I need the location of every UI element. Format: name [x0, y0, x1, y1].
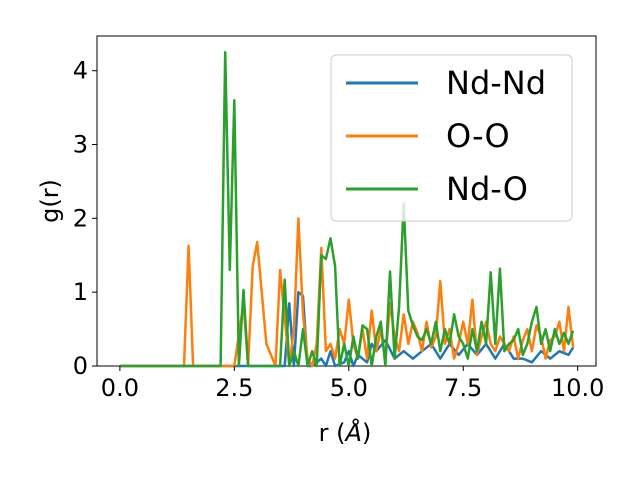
series-line-2 — [119, 217, 575, 368]
series-layer — [119, 50, 575, 368]
series-line-3 — [119, 50, 575, 368]
x-tick-label: 10.0 — [551, 374, 604, 402]
x-axis-label-unit: Å — [344, 418, 362, 447]
y-tick-label: 0 — [73, 352, 88, 380]
legend-label: Nd-Nd — [446, 64, 546, 102]
y-axis-ticks: 0 1 2 3 4 — [73, 57, 97, 380]
legend: Nd-Nd O-O Nd-O — [330, 54, 573, 222]
x-axis-label: r (Å) — [319, 418, 372, 447]
axes-frame — [96, 35, 597, 367]
legend-label: Nd-O — [446, 170, 528, 208]
y-tick-label: 2 — [73, 204, 88, 232]
x-axis-ticks: 0.0 2.5 5.0 7.5 10.0 — [101, 366, 604, 402]
plot-area — [96, 35, 597, 368]
x-axis-label-text: r ( — [319, 419, 346, 447]
x-tick-label: 0.0 — [101, 374, 139, 402]
legend-label: O-O — [446, 117, 510, 155]
x-axis-label-close: ) — [362, 419, 371, 447]
x-tick-label: 2.5 — [215, 374, 253, 402]
y-axis-label: g(r) — [36, 179, 64, 223]
legend-box — [330, 54, 573, 222]
y-tick-label: 1 — [73, 278, 88, 306]
y-tick-label: 3 — [73, 131, 88, 159]
y-tick-label: 4 — [73, 57, 88, 85]
x-tick-label: 7.5 — [444, 374, 482, 402]
x-tick-label: 5.0 — [330, 374, 368, 402]
